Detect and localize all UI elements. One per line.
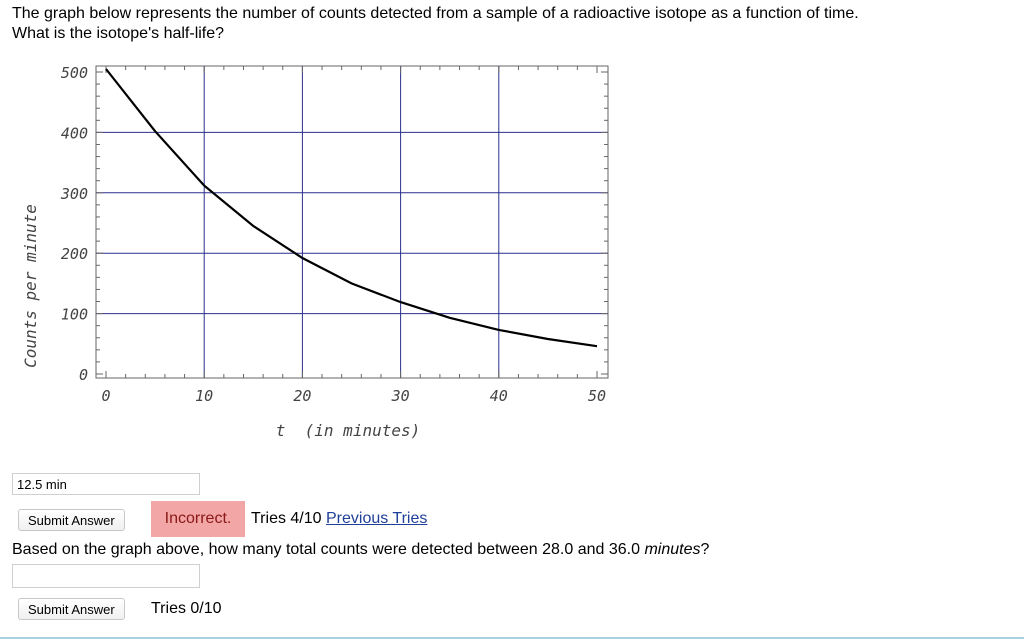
submit-answer-1-button[interactable]: Submit Answer [18, 509, 125, 531]
question-1-line-1: The graph below represents the number of… [12, 5, 859, 22]
question-1-line-2: What is the isotope's half-life? [12, 25, 225, 42]
previous-tries-link[interactable]: Previous Tries [326, 510, 428, 527]
decay-chart: 0 100 200 300 400 500 0 10 20 30 40 50 Counts per … [21, 64, 609, 440]
grid-lines [96, 66, 608, 378]
y-axis-label: Counts per minute [21, 204, 40, 368]
x-tick-label: 20 [293, 387, 311, 405]
y-tick-label: 200 [61, 245, 88, 263]
bottom-divider [0, 637, 1024, 639]
x-tick-label: 0 [101, 387, 110, 405]
question-2-text: Based on the graph above, how many total… [12, 541, 709, 559]
answer-2-input[interactable] [12, 564, 200, 588]
x-tick-label: 10 [195, 387, 213, 405]
tries-2-status: Tries 0/10 [151, 600, 222, 617]
question-2-unit: minutes [644, 541, 701, 558]
tries-1-count: Tries 4/10 [251, 510, 322, 527]
answer-1-input[interactable] [12, 473, 200, 495]
y-tick-labels: 0 100 200 300 400 500 [60, 64, 88, 384]
y-tick-label: 100 [61, 306, 88, 324]
minor-ticks [96, 66, 608, 378]
plot-frame [95, 65, 609, 379]
x-tick-labels: 0 10 20 30 40 50 [101, 387, 606, 405]
x-tick-label: 30 [391, 387, 410, 405]
question-1-text: The graph below represents the number of… [12, 4, 859, 44]
y-tick-label: 500 [61, 64, 88, 82]
question-2-suffix: ? [700, 541, 710, 558]
x-tick-label: 40 [490, 387, 508, 405]
decay-curve [105, 68, 598, 348]
y-tick-label: 400 [61, 124, 88, 142]
x-tick-label: 50 [588, 387, 606, 405]
y-tick-label: 0 [79, 366, 88, 384]
x-axis-label: t (in minutes) [276, 421, 421, 440]
incorrect-badge: Incorrect. [151, 501, 245, 537]
question-2-prefix: Based on the graph above, how many total… [12, 541, 645, 558]
y-tick-label: 300 [60, 185, 88, 203]
tries-1-status: Tries 4/10 Previous Tries [251, 510, 427, 528]
submit-answer-2-button[interactable]: Submit Answer [18, 598, 125, 620]
